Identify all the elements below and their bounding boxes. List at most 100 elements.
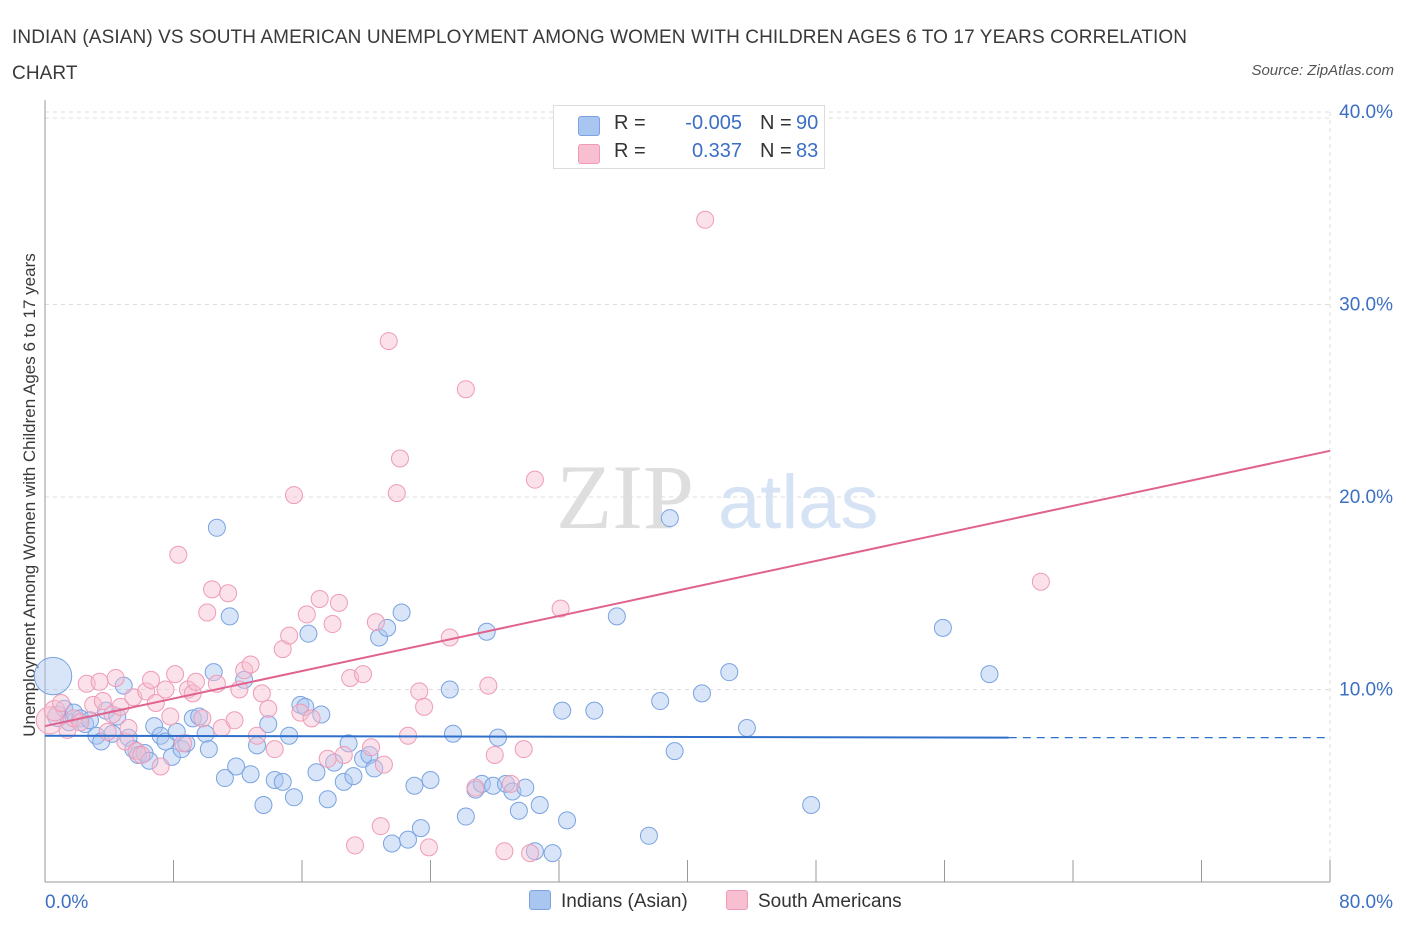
south-american-point	[156, 680, 175, 699]
legend-r-value-south-americans: 0.337	[691, 140, 742, 162]
south-american-point	[151, 757, 170, 776]
source-label: Source: ZipAtlas.com	[1251, 62, 1394, 79]
south-american-point	[696, 210, 715, 229]
indian-point	[399, 830, 418, 849]
south-american-point	[241, 655, 260, 674]
indian-point	[405, 776, 424, 795]
south-american-point	[514, 740, 533, 759]
south-american-point	[379, 332, 398, 351]
indian-point	[241, 765, 260, 784]
indian-point	[421, 770, 440, 789]
data-points	[33, 210, 1050, 863]
indian-point	[720, 663, 739, 682]
south-american-point	[186, 672, 205, 691]
legend-n-value-indians: 90	[796, 112, 819, 134]
south-american-point	[466, 778, 485, 797]
legend-n-label: N =	[760, 112, 792, 134]
south-american-point	[93, 692, 112, 711]
south-american-point	[193, 709, 212, 728]
indian-point	[392, 603, 411, 622]
indian-point	[543, 844, 562, 863]
south-american-point	[259, 699, 278, 718]
indian-point	[933, 618, 952, 637]
indian-point	[692, 684, 711, 703]
indian-trend-line	[44, 734, 1009, 739]
indian-point	[585, 701, 604, 720]
indian-point	[553, 701, 572, 720]
south-american-point	[334, 745, 353, 764]
south-american-point	[415, 697, 434, 716]
south-american-point	[142, 670, 161, 689]
south-american-point	[90, 672, 109, 691]
axes	[44, 100, 1331, 883]
indian-point	[296, 697, 315, 716]
legend-n-value-south-americans: 83	[796, 140, 819, 162]
indian-point	[145, 717, 164, 736]
indian-point	[207, 518, 226, 537]
indian-point	[259, 715, 278, 734]
south-american-point	[265, 740, 284, 759]
legend-swatch-south-americans	[578, 144, 600, 164]
south-american-point	[551, 599, 570, 618]
south-american-point	[485, 745, 504, 764]
indian-point	[509, 801, 528, 820]
indian-point	[456, 807, 475, 826]
bottom-legend-label-indians: Indians (Asian)	[561, 891, 688, 912]
south-american-point	[362, 738, 381, 757]
indian-point	[339, 734, 358, 753]
indian-point	[443, 724, 462, 743]
indian-point	[496, 774, 515, 793]
indian-point	[488, 728, 507, 747]
trend-lines	[44, 449, 1331, 739]
south-american-point	[346, 836, 365, 855]
indian-point	[318, 790, 337, 809]
south-american-point	[284, 486, 303, 505]
south-american-point	[52, 693, 71, 712]
south-american-point	[203, 580, 222, 599]
indian-point	[312, 705, 331, 724]
indian-point	[227, 757, 246, 776]
indian-point	[440, 680, 459, 699]
south-american-point	[479, 676, 498, 695]
indian-point	[558, 811, 577, 830]
watermark-atlas: atlas	[718, 460, 879, 545]
south-american-point	[291, 703, 310, 722]
south-american-point	[371, 817, 390, 836]
south-american-point	[166, 665, 185, 684]
indian-point	[660, 509, 679, 528]
bottom-legend-indians: Indians (Asian)	[529, 890, 688, 913]
south-american-point	[35, 706, 64, 735]
indian-point	[980, 665, 999, 684]
south-american-point	[297, 605, 316, 624]
indian-point	[365, 759, 384, 778]
south-american-point	[318, 749, 337, 768]
south-american-point	[198, 603, 217, 622]
south-american-point	[219, 584, 238, 603]
bottom-legend-label-south-americans: South Americans	[758, 891, 902, 912]
south-american-point	[456, 380, 475, 399]
y-tick-label: 20.0%	[1339, 487, 1393, 508]
indian-point	[665, 742, 684, 761]
south-american-point	[366, 613, 385, 632]
chart-title: INDIAN (ASIAN) VS SOUTH AMERICAN UNEMPLO…	[12, 27, 1188, 84]
south-american-point	[174, 734, 193, 753]
south-american-point	[410, 682, 429, 701]
indian-point	[651, 692, 670, 711]
legend-swatch-indians	[578, 116, 600, 136]
indian-point	[220, 607, 239, 626]
indian-point	[307, 763, 326, 782]
south-american-point	[84, 695, 103, 714]
indian-point	[33, 656, 73, 696]
indian-point	[360, 745, 379, 764]
indian-point	[284, 788, 303, 807]
south-american-point	[354, 665, 373, 684]
x-tick-label: 80.0%	[1339, 892, 1393, 913]
south-american-point	[137, 682, 156, 701]
indian-point	[190, 707, 209, 726]
south-american-point	[161, 707, 180, 726]
indian-point	[411, 819, 430, 838]
legend-r-value-indians: -0.005	[685, 112, 742, 134]
south-american-point	[1031, 572, 1050, 591]
indian-point	[382, 834, 401, 853]
tick-labels: 10.0% 20.0% 30.0% 40.0% 0.0% 80.0%	[45, 102, 1393, 913]
